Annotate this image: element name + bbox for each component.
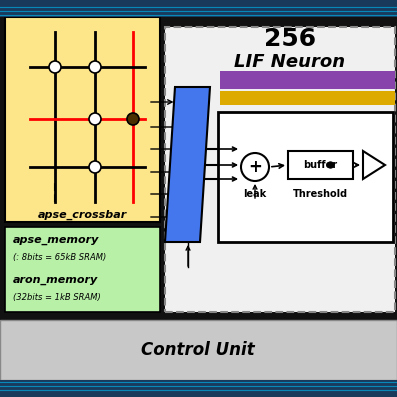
Text: leak: leak [243, 189, 267, 199]
Circle shape [49, 61, 61, 73]
Circle shape [127, 113, 139, 125]
Text: aron_memory: aron_memory [13, 275, 98, 285]
Bar [5, 227, 160, 312]
Circle shape [89, 113, 101, 125]
Bar [220, 91, 395, 105]
Circle shape [89, 161, 101, 173]
Text: (32bits = 1kB SRAM): (32bits = 1kB SRAM) [13, 293, 101, 302]
Text: 256: 256 [264, 27, 316, 51]
Circle shape [89, 61, 101, 73]
Bar [0, 380, 397, 397]
Polygon shape [165, 87, 210, 242]
Text: Threshold: Threshold [293, 189, 348, 199]
Bar [0, 320, 397, 380]
Circle shape [328, 162, 333, 168]
Circle shape [241, 153, 269, 181]
Text: apse_memory: apse_memory [13, 235, 99, 245]
Text: buffer: buffer [303, 160, 337, 170]
Bar [0, 0, 397, 17]
Polygon shape [363, 151, 385, 179]
Text: apse_crossbar: apse_crossbar [38, 210, 127, 220]
Bar [288, 151, 353, 179]
Bar [218, 112, 393, 242]
Bar [5, 17, 160, 222]
Bar [165, 27, 395, 312]
Text: (: 8bits = 65kB SRAM): (: 8bits = 65kB SRAM) [13, 253, 106, 262]
Text: LIF Neuron: LIF Neuron [235, 53, 345, 71]
Text: Control Unit: Control Unit [141, 341, 255, 359]
Bar [220, 71, 395, 89]
Text: +: + [248, 158, 262, 176]
